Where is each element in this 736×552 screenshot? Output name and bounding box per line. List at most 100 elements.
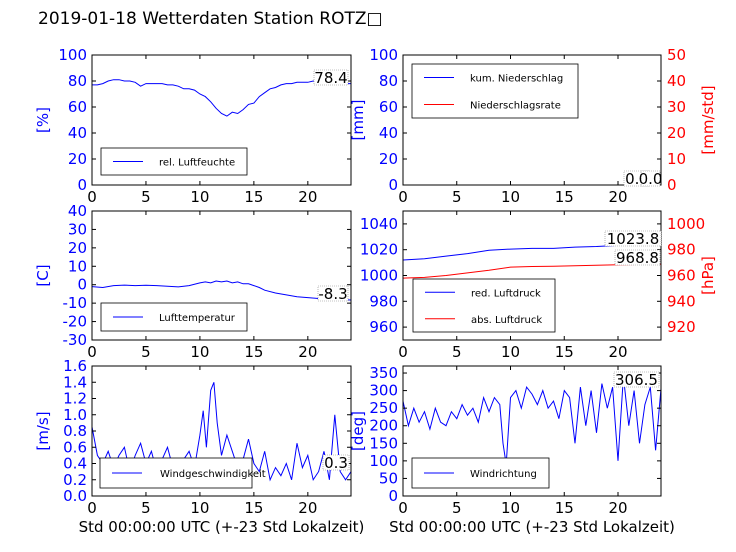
temperature-y-axis-label: [C] [34, 264, 52, 286]
precipitation-y-tick-label: 20 [379, 150, 398, 168]
wind-speed-x-tick-label: 20 [298, 499, 317, 517]
humidity-x-tick-label: 5 [141, 188, 151, 206]
wind-direction-series-1-line [402, 376, 662, 465]
precipitation-y2-tick-label: 0 [667, 176, 677, 194]
wind-direction-last-value-label: 306.5 [615, 371, 658, 389]
wind-direction-y-tick-label: 300 [369, 382, 398, 400]
wind-speed-x-tick-label: 15 [244, 499, 263, 517]
pressure-legend-label: abs. Luftdruck [471, 315, 542, 326]
precipitation-y2-axis-label: [mm/std] [699, 85, 717, 154]
temperature-y-tick-label: 20 [68, 239, 87, 257]
pressure-last-value-label: 968.8 [616, 249, 659, 267]
wind-direction-y-tick-label: 350 [369, 364, 398, 382]
temperature-x-tick-label: 15 [244, 343, 263, 361]
temperature-y-tick-label: -10 [63, 294, 88, 312]
wind-direction-x-axis-label: Std 00:00:00 UTC (+-23 Std Lokalzeit) [389, 518, 675, 536]
humidity-x-tick-label: 10 [190, 188, 209, 206]
temperature-x-tick-label: 10 [190, 343, 209, 361]
pressure-y-tick-label: 1020 [360, 241, 398, 259]
wind-direction-y-tick-label: 250 [369, 399, 398, 417]
pressure-y-tick-label: 1040 [360, 215, 398, 233]
temperature-series-1-line [91, 280, 352, 301]
wind-speed-y-tick-label: 1.6 [63, 357, 87, 375]
humidity-y-tick-label: 60 [68, 98, 87, 116]
wind-speed-x-tick-label: 0 [87, 499, 97, 517]
temperature-y-tick-label: -20 [63, 313, 88, 331]
wind-speed-y-tick-label: 0.6 [63, 438, 87, 456]
precipitation-last-value-label: 0.0 [639, 170, 663, 188]
wind-direction-x-tick-label: 20 [608, 499, 627, 517]
wind-direction-y-tick-label: 200 [369, 417, 398, 435]
wind-direction-x-tick-label: 15 [555, 499, 574, 517]
precipitation-legend-label: kum. Niederschlag [470, 74, 563, 85]
temperature-frame [91, 210, 352, 341]
precipitation-y2-tick-label: 50 [667, 46, 686, 64]
temperature-y-tick-label: 30 [68, 220, 87, 238]
humidity-series-1-line [92, 79, 351, 117]
precipitation-x-tick-label: 20 [608, 188, 627, 206]
temperature-y-tick-label: 0 [77, 276, 87, 294]
humidity-y-tick-label: 0 [77, 176, 87, 194]
wind-direction-y-tick-label: 50 [379, 469, 398, 487]
pressure-last-value-label: 1023.8 [607, 230, 660, 248]
precipitation-frame [402, 54, 662, 186]
pressure-x-tick-label: 10 [501, 343, 520, 361]
pressure-x-tick-label: 5 [452, 343, 462, 361]
humidity-y-axis-label: [%] [34, 107, 52, 133]
wind-speed-last-value-box [322, 454, 350, 471]
wind-speed-y-tick-label: 0.2 [63, 471, 87, 489]
pressure-y2-tick-label: 940 [667, 292, 696, 310]
wind-speed-last-value-label: 0.3 [324, 454, 348, 472]
precipitation-y-tick-label: 100 [369, 46, 398, 64]
humidity-y-tick-label: 80 [68, 72, 87, 90]
page-title: 2019-01-18 Wetterdaten Station ROTZ□ [38, 9, 383, 29]
wind-speed-y-axis-label: [m/s] [34, 411, 52, 450]
humidity-y-tick-label: 100 [58, 46, 87, 64]
wind-speed-x-tick-label: 10 [190, 499, 209, 517]
humidity-y-tick-label: 20 [68, 150, 87, 168]
precipitation-y-tick-label: 0 [388, 176, 398, 194]
temperature-x-tick-label: 5 [141, 343, 151, 361]
wind-speed-x-axis-label: Std 00:00:00 UTC (+-23 Std Lokalzeit) [79, 518, 365, 536]
wind-direction-y-tick-label: 150 [369, 434, 398, 452]
wind-direction-x-tick-label: 5 [452, 499, 462, 517]
temperature-x-tick-label: 0 [87, 343, 97, 361]
pressure-x-tick-label: 15 [555, 343, 574, 361]
precipitation-last-value-box [640, 170, 661, 187]
wind-speed-y-tick-label: 0.0 [63, 487, 87, 505]
precipitation-legend-label: Niederschlagsrate [470, 101, 561, 112]
precipitation-x-tick-label: 15 [555, 188, 574, 206]
wind-speed-legend-label: Windgeschwindigkeit [160, 469, 266, 480]
temperature-x-tick-label: 20 [298, 343, 317, 361]
wind-direction-frame [402, 365, 662, 497]
pressure-x-tick-label: 0 [398, 343, 408, 361]
humidity-y-tick-label: 40 [68, 124, 87, 142]
humidity-x-tick-label: 20 [298, 188, 317, 206]
precipitation-legend-box [411, 63, 579, 119]
temperature-y-tick-label: 40 [68, 202, 87, 220]
pressure-y-tick-label: 980 [369, 292, 398, 310]
wind-direction-y-tick-label: 0 [388, 487, 398, 505]
precipitation-x-tick-label: 0 [398, 188, 408, 206]
precipitation-y-tick-label: 60 [379, 98, 398, 116]
wind-direction-legend-label: Windrichtung [470, 469, 537, 480]
temperature-legend-label: Lufttemperatur [159, 313, 236, 324]
precipitation-y2-tick-label: 30 [667, 98, 686, 116]
pressure-y2-axis-label: [hPa] [699, 256, 717, 295]
pressure-y-tick-label: 1000 [360, 267, 398, 285]
wind-direction-x-tick-label: 0 [398, 499, 408, 517]
humidity-frame [91, 54, 352, 186]
precipitation-y-axis-label: [mm] [349, 100, 367, 141]
precipitation-y2-tick-label: 40 [667, 72, 686, 90]
precipitation-y2-tick-label: 10 [667, 150, 686, 168]
wind-direction-last-value-box [613, 371, 660, 388]
humidity-last-value-box [313, 69, 349, 86]
wind-speed-series-1-line [91, 382, 352, 482]
precipitation-y-tick-label: 80 [379, 72, 398, 90]
wind-direction-y-tick-label: 100 [369, 452, 398, 470]
humidity-x-tick-label: 0 [87, 188, 97, 206]
precipitation-x-tick-label: 5 [452, 188, 462, 206]
wind-direction-y-axis-label: [deg] [349, 411, 367, 451]
temperature-y-tick-label: -30 [63, 331, 88, 349]
